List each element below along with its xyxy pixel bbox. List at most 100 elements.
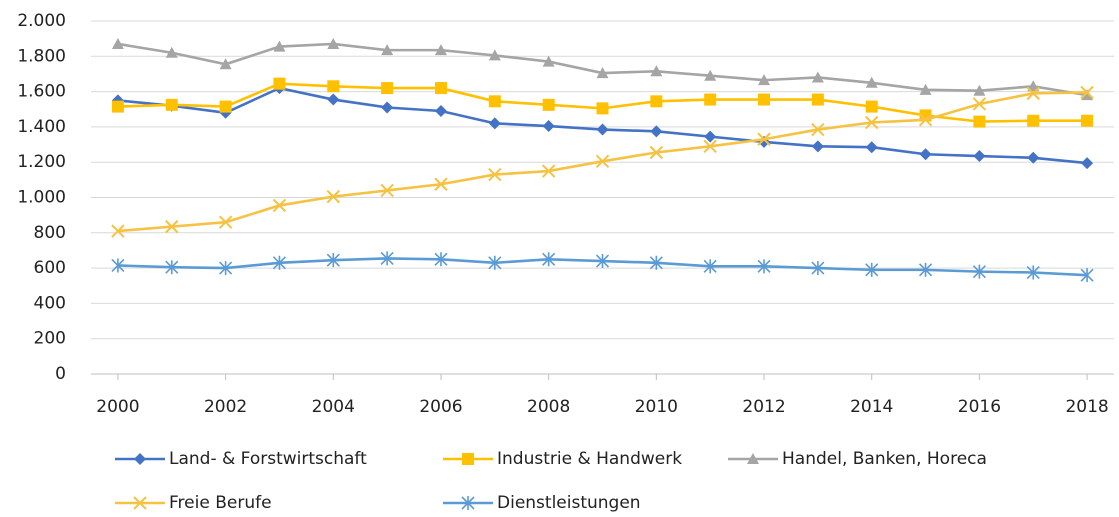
marker xyxy=(918,262,933,277)
marker xyxy=(434,252,448,267)
marker xyxy=(434,105,447,118)
marker xyxy=(596,123,609,136)
marker xyxy=(134,453,146,465)
marker xyxy=(381,101,394,114)
marker xyxy=(919,148,932,161)
legend-label: Land- & Forstwirtschaft xyxy=(169,449,367,469)
marker xyxy=(704,69,717,81)
y-tick-label: 1.000 xyxy=(17,188,66,208)
marker xyxy=(326,253,340,268)
marker xyxy=(1027,151,1040,164)
x-tick-label: 2014 xyxy=(850,397,893,417)
marker xyxy=(488,117,501,130)
marker xyxy=(381,82,394,95)
y-tick-label: 800 xyxy=(34,223,66,243)
marker xyxy=(973,84,986,96)
marker xyxy=(1081,114,1094,127)
marker xyxy=(595,154,610,169)
marker xyxy=(757,132,771,146)
marker xyxy=(488,255,502,270)
marker xyxy=(703,259,717,274)
marker xyxy=(488,167,502,182)
marker xyxy=(327,93,340,106)
marker xyxy=(811,71,824,83)
marker xyxy=(542,120,555,133)
marker xyxy=(272,198,287,213)
x-tick-label: 2002 xyxy=(204,397,247,417)
marker xyxy=(165,219,179,234)
marker xyxy=(596,102,609,115)
marker xyxy=(165,260,179,275)
marker xyxy=(758,74,771,86)
marker xyxy=(972,264,986,279)
marker xyxy=(1080,268,1094,283)
marker xyxy=(811,93,824,106)
marker xyxy=(704,93,717,106)
marker xyxy=(272,255,287,270)
legend-item: Land- & Forstwirtschaft xyxy=(115,449,367,469)
marker xyxy=(973,150,986,163)
marker xyxy=(219,58,232,70)
marker xyxy=(649,255,663,270)
marker xyxy=(111,258,125,273)
y-tick-label: 1.600 xyxy=(17,82,66,102)
marker xyxy=(865,76,878,88)
marker xyxy=(865,262,879,277)
marker xyxy=(541,164,556,178)
marker xyxy=(595,254,610,269)
marker xyxy=(273,40,286,52)
marker xyxy=(380,251,394,266)
legend-label: Handel, Banken, Horeca xyxy=(782,449,987,469)
marker xyxy=(165,46,178,58)
x-tick-label: 2008 xyxy=(527,397,570,417)
marker xyxy=(758,93,771,106)
marker xyxy=(273,77,286,90)
marker xyxy=(462,453,474,465)
marker xyxy=(488,95,501,108)
marker xyxy=(1027,80,1040,92)
marker xyxy=(650,125,663,138)
marker xyxy=(704,130,717,143)
marker xyxy=(747,453,759,464)
marker xyxy=(326,189,340,204)
legend-item: Dienstleistungen xyxy=(443,493,641,513)
marker xyxy=(434,177,448,191)
x-tick-label: 2012 xyxy=(742,397,785,417)
marker xyxy=(1026,86,1040,101)
y-tick-label: 600 xyxy=(34,258,66,278)
marker xyxy=(1081,157,1094,170)
marker xyxy=(542,55,555,67)
marker xyxy=(111,224,125,238)
marker xyxy=(865,115,879,130)
marker xyxy=(542,252,556,267)
x-tick-label: 2010 xyxy=(635,397,678,417)
marker xyxy=(973,115,986,128)
x-tick-label: 2018 xyxy=(1065,397,1108,417)
x-tick-label: 2006 xyxy=(419,397,462,417)
marker xyxy=(918,113,933,127)
marker xyxy=(434,44,447,56)
marker xyxy=(461,496,475,510)
marker xyxy=(972,97,987,111)
marker xyxy=(865,100,878,113)
y-tick-label: 1.200 xyxy=(17,152,66,172)
marker xyxy=(757,259,771,274)
x-tick-label: 2004 xyxy=(312,397,355,417)
y-tick-label: 2.000 xyxy=(17,11,66,31)
marker xyxy=(650,95,663,108)
marker xyxy=(381,44,394,56)
legend-label: Dienstleistungen xyxy=(497,493,641,513)
marker xyxy=(111,100,124,113)
marker xyxy=(649,145,664,160)
marker xyxy=(811,261,825,276)
y-tick-label: 1.800 xyxy=(17,46,66,66)
y-tick-label: 200 xyxy=(34,329,66,349)
marker xyxy=(111,37,124,49)
marker xyxy=(327,37,340,49)
marker xyxy=(218,215,233,229)
marker xyxy=(1081,89,1094,101)
marker xyxy=(219,261,233,276)
marker xyxy=(434,82,447,95)
marker xyxy=(165,98,178,111)
